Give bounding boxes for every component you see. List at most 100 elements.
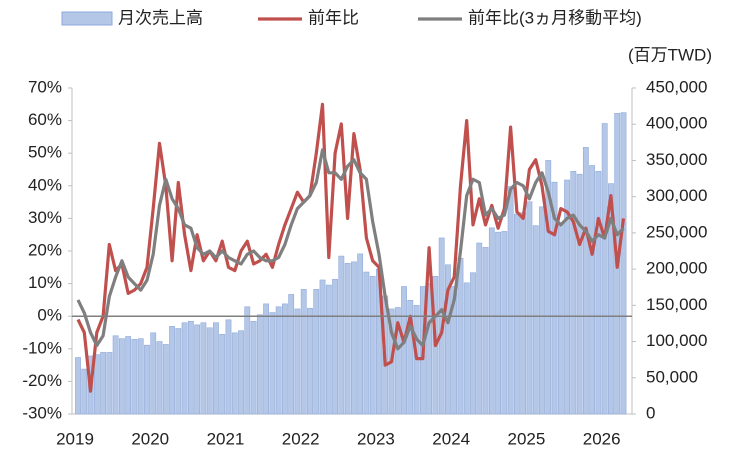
- bar: [250, 320, 257, 415]
- bar: [213, 322, 219, 415]
- y2-tick-label: 50,000: [646, 367, 698, 386]
- legend-label: 月次売上高: [118, 8, 203, 27]
- bar: [557, 222, 564, 415]
- bar: [589, 165, 596, 415]
- bar: [244, 306, 251, 415]
- bar: [350, 261, 357, 415]
- bar: [144, 344, 150, 415]
- bar: [137, 338, 144, 415]
- y2-tick-label: 300,000: [646, 186, 707, 205]
- line-series: [76, 148, 625, 351]
- bar: [307, 307, 313, 415]
- bar: [162, 344, 169, 415]
- bar: [156, 341, 163, 415]
- bar: [100, 352, 106, 415]
- y2-tick-label: 450,000: [646, 77, 707, 96]
- bar: [112, 335, 119, 415]
- bar: [539, 206, 545, 415]
- bar: [457, 257, 464, 415]
- line-series: [76, 102, 626, 393]
- y2-tick-label: 200,000: [646, 259, 707, 278]
- bar: [200, 322, 207, 415]
- bar: [551, 181, 558, 415]
- y-tick-label: 30%: [28, 208, 62, 227]
- bar: [256, 314, 263, 415]
- legend-label: 前年比: [308, 8, 359, 27]
- y-tick-label: 50%: [28, 143, 62, 162]
- bar: [570, 171, 577, 415]
- bar: [194, 324, 201, 415]
- bar: [488, 227, 495, 415]
- legend-label: 前年比(3ヵ月移動平均): [468, 8, 642, 27]
- x-tick-label: 2026: [583, 429, 621, 448]
- y2-tick-label: 400,000: [646, 114, 707, 133]
- bar: [75, 357, 81, 415]
- bar: [532, 225, 539, 415]
- y-tick-label: 70%: [28, 77, 62, 96]
- y2-axis-label: (百万TWD): [628, 45, 712, 64]
- bar: [325, 284, 332, 415]
- bar: [332, 278, 338, 415]
- bar: [275, 306, 282, 415]
- bar: [231, 332, 238, 415]
- bar: [445, 264, 451, 415]
- bar: [520, 212, 527, 415]
- bar: [564, 179, 570, 415]
- bar: [219, 334, 226, 415]
- bar: [394, 307, 401, 415]
- bar: [263, 303, 269, 415]
- y-tick-label: 10%: [28, 273, 62, 292]
- y-tick-label: 40%: [28, 175, 62, 194]
- bar: [363, 271, 370, 415]
- x-tick-label: 2021: [207, 429, 245, 448]
- x-tick-label: 2020: [131, 429, 169, 448]
- bar: [601, 123, 608, 415]
- bar: [238, 330, 244, 415]
- bar: [369, 276, 376, 415]
- bar: [300, 289, 307, 415]
- bar: [294, 308, 301, 415]
- bar: [526, 201, 533, 415]
- legend-swatch: [61, 11, 113, 26]
- y-tick-label: -30%: [22, 403, 62, 422]
- bar: [407, 299, 414, 415]
- bar: [470, 272, 476, 415]
- bar: [225, 319, 232, 415]
- bar: [150, 332, 157, 415]
- bar: [501, 231, 508, 415]
- bar: [175, 328, 182, 415]
- bar: [319, 279, 326, 415]
- bar: [545, 160, 552, 415]
- x-tick-label: 2019: [56, 429, 94, 448]
- x-tick-label: 2023: [357, 429, 395, 448]
- bar: [81, 368, 88, 415]
- bar: [582, 147, 589, 415]
- bar: [401, 286, 407, 415]
- y-tick-label: 0%: [37, 306, 62, 325]
- bar: [513, 213, 520, 415]
- bar: [93, 354, 100, 415]
- bar: [426, 283, 433, 415]
- y-tick-label: 60%: [28, 110, 62, 129]
- y2-tick-label: 0: [646, 403, 655, 422]
- bar: [118, 338, 125, 415]
- x-tick-label: 2022: [282, 429, 320, 448]
- bar: [576, 173, 583, 415]
- bar: [495, 231, 501, 415]
- bar: [338, 255, 345, 415]
- bar: [282, 303, 288, 415]
- y2-tick-label: 150,000: [646, 295, 707, 314]
- x-tick-label: 2024: [432, 429, 470, 448]
- bar: [463, 282, 470, 415]
- y2-tick-label: 250,000: [646, 222, 707, 241]
- bar: [288, 294, 295, 415]
- bar: [357, 253, 364, 415]
- y-tick-label: 20%: [28, 240, 62, 259]
- bar: [269, 312, 276, 415]
- bar: [451, 286, 458, 415]
- bar: [106, 352, 113, 415]
- bar: [595, 171, 602, 415]
- bar: [313, 289, 320, 415]
- bar: [620, 112, 627, 415]
